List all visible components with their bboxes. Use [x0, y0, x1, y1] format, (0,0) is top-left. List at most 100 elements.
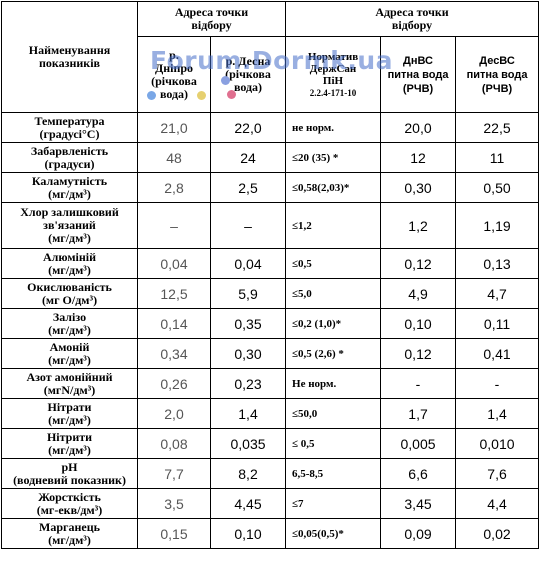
text-line: Жорсткість: [38, 489, 101, 504]
value-cell: 12,5: [137, 278, 211, 309]
value-cell: 2,5: [209, 172, 287, 203]
value-cell: 1,19: [455, 202, 539, 249]
text-line: (водневий показник): [13, 472, 126, 487]
value-cell: 21,0: [137, 112, 211, 143]
text-line: (мг О/дм³): [41, 292, 98, 307]
text-line: (градуси): [44, 156, 95, 171]
text-line: (річкова: [151, 73, 197, 88]
value-cell: -: [455, 368, 539, 399]
value-cell: 0,14: [137, 308, 211, 339]
text-line: питна вода: [387, 68, 449, 81]
text-line: р. Десна: [225, 54, 271, 68]
data-row: Амоній (мг/дм³) 0,34 0,30 ≤0,5 (2,6) * 0,12 0,…: [1, 338, 539, 369]
text-line: р.: [169, 47, 179, 62]
row-label: Азот амонійний (мгN/дм³): [1, 368, 138, 399]
value-cell: 7,6: [455, 458, 539, 489]
group-header: Адреса точки відбору: [136, 1, 287, 37]
marker-dot: [147, 91, 156, 100]
text-line: Нітрати: [47, 399, 92, 414]
text-line: Нітрити: [46, 429, 93, 444]
data-row: Азот амонійний (мгN/дм³) 0,26 0,23 Не норм. -…: [1, 368, 539, 399]
value-cell: 24: [209, 142, 287, 173]
data-row: Температура (градусі°С) 21,0 22,0 не норм. 20…: [1, 112, 539, 143]
value-cell: 0,005: [380, 428, 457, 459]
header-line: відбору: [391, 18, 433, 32]
value-cell: 22,5: [455, 112, 539, 143]
text-line: (мг/дм³): [48, 262, 91, 277]
value-cell: 0,02: [455, 518, 539, 549]
text-line: Каламутність: [31, 173, 108, 188]
value-cell: 0,04: [137, 248, 211, 279]
value-cell: 1,4: [455, 398, 539, 429]
header-line: показників: [38, 56, 101, 70]
text-line: ПіН: [322, 74, 344, 87]
value-cell: 0,41: [455, 338, 539, 369]
data-row: Забарвленість (градуси) 48 24 ≤20 (35) * 12 11: [1, 142, 539, 173]
row-label: Нітрати (мг/дм³): [1, 398, 138, 429]
text-line: Алюміній: [42, 249, 97, 264]
value-cell: 0,30: [380, 172, 457, 203]
value-cell: 2,0: [137, 398, 211, 429]
text-line: Температура: [34, 113, 105, 128]
row-label: Амоній (мг/дм³): [1, 338, 138, 369]
row-label: Хлор залишковий зв'язаний (мг/дм³): [1, 202, 138, 249]
norm-cell: 6,5-8,5: [285, 458, 382, 489]
text-line: (мг/дм³): [48, 231, 91, 245]
value-cell: 0,30: [209, 338, 287, 369]
norm-cell: ≤ 0,5: [285, 428, 382, 459]
norm-cell: ≤50,0: [285, 398, 382, 429]
norm-cell: ≤7: [285, 488, 382, 519]
header-line: Адреса точки: [174, 5, 249, 19]
value-cell: 0,26: [137, 368, 211, 399]
text-line: (мгN/дм³): [43, 382, 96, 397]
group-header: Адреса точки відбору: [285, 1, 539, 37]
value-cell: 3,45: [380, 488, 457, 519]
column-header: ДесВС питна вода (РЧВ): [455, 36, 539, 113]
data-row: pH (водневий показник) 7,7 8,2 6,5-8,5 6,6 7,6: [1, 458, 539, 489]
value-cell: 48: [137, 142, 211, 173]
value-cell: 1,2: [380, 202, 457, 249]
text-line: Окислюваність: [27, 279, 112, 294]
row-label: Температура (градусі°С): [1, 112, 138, 143]
text-line: (мг-екв/дм³): [36, 502, 103, 517]
column-header: Норматив ДержСан ПіН 2.2.4-171-10: [285, 36, 382, 113]
row-label: Марганець (мг/дм³): [1, 518, 138, 549]
data-row: Жорсткість (мг-екв/дм³) 3,5 4,45 ≤7 3,45 4,4: [1, 488, 539, 519]
norm-cell: ≤20 (35) *: [285, 142, 382, 173]
text-line: (мг/дм³): [48, 322, 91, 337]
value-cell: 0,13: [455, 248, 539, 279]
text-line: (мг/дм³): [48, 186, 91, 201]
header-row: р. Дніпро (річкова вода) р. Десна (річкова вод…: [2, 36, 539, 113]
value-cell: 4,9: [380, 278, 457, 309]
value-cell: 4,45: [209, 488, 287, 519]
column-header: ДнВС питна вода (РЧВ): [380, 36, 457, 113]
data-row: Нітрати (мг/дм³) 2,0 1,4 ≤50,0 1,7 1,4: [1, 398, 539, 429]
table-body: Найменування показників Адреса точки відбо…: [1, 1, 539, 549]
text-line: зв'язаний: [43, 218, 96, 232]
text-line: (РЧВ): [402, 82, 434, 95]
header-row: Найменування показників Адреса точки відбо…: [1, 1, 539, 113]
text-line: (мг/дм³): [48, 352, 91, 367]
text-line: вода): [233, 80, 263, 94]
value-cell: 0,10: [209, 518, 287, 549]
marker-dot: [197, 91, 206, 100]
header-line: Найменування: [28, 43, 111, 57]
column-header: р. Дніпро (річкова вода): [137, 36, 211, 113]
value-cell: 0,09: [380, 518, 457, 549]
text-line: ДержСан: [309, 62, 357, 75]
norm-cell: ≤0,05(0,5)*: [285, 518, 382, 549]
row-label: Залізо (мг/дм³): [1, 308, 138, 339]
text-line: (РЧВ): [481, 82, 513, 95]
value-cell: 3,5: [137, 488, 211, 519]
value-cell: 20,0: [380, 112, 457, 143]
value-cell: 0,34: [137, 338, 211, 369]
row-label: Нітрити (мг/дм³): [1, 428, 138, 459]
data-row: Алюміній (мг/дм³) 0,04 0,04 ≤0,5 0,12 0,13: [1, 248, 539, 279]
marker-dot: [221, 76, 230, 85]
data-row: Марганець (мг/дм³) 0,15 0,10 ≤0,05(0,5)* 0,09…: [1, 518, 539, 549]
text-line: Азот амонійний: [26, 369, 113, 384]
text-line: (мг/дм³): [48, 412, 91, 427]
text-line: ДнВС: [403, 54, 433, 67]
value-cell: –: [209, 202, 287, 249]
row-label: Каламутність (мг/дм³): [1, 172, 138, 203]
